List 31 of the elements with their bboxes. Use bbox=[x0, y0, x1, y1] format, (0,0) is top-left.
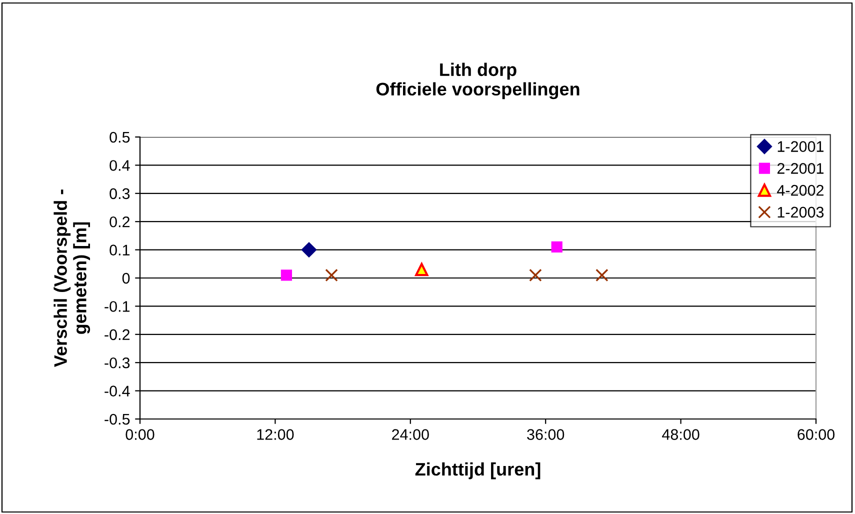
chart-title: Lith dorp Officiele voorspellingen bbox=[376, 62, 580, 100]
y-tick-label: 0.1 bbox=[110, 244, 130, 256]
x-axis-title: Zichttijd [uren] bbox=[415, 462, 540, 480]
legend-label: 1-2001 bbox=[778, 141, 824, 152]
y-tick-label: 0.4 bbox=[110, 160, 130, 171]
x-tick-label: 0:00 bbox=[126, 429, 154, 440]
y-tick-label: 0.3 bbox=[110, 188, 130, 200]
y-tick-label: -0.3 bbox=[104, 357, 130, 368]
point bbox=[301, 242, 317, 258]
x-tick-label: 60:00 bbox=[798, 429, 835, 440]
legend-label: 2-2001 bbox=[777, 163, 824, 174]
legend-label: 4-2002 bbox=[777, 184, 824, 196]
point bbox=[596, 268, 608, 282]
point bbox=[529, 268, 542, 282]
legend-label: 1-2003 bbox=[778, 206, 824, 218]
y-tick-label: -0.4 bbox=[104, 386, 130, 396]
y-tick-label: 0.2 bbox=[110, 216, 130, 228]
point bbox=[325, 268, 338, 282]
x-tick-label: 36:00 bbox=[527, 429, 564, 440]
y-axis-title: Verschil (Voorspeld - gemeten) [m] bbox=[54, 190, 90, 368]
point bbox=[415, 262, 428, 276]
y-tick-label: -0.1 bbox=[104, 301, 130, 312]
x-tick-label: 48:00 bbox=[662, 429, 700, 440]
y-tick-label: -0.2 bbox=[104, 329, 130, 340]
y-tick-label: -0.5 bbox=[104, 414, 130, 425]
x-tick-label: 12:00 bbox=[257, 429, 294, 440]
x-tick-label: 24:00 bbox=[392, 429, 429, 440]
y-tick-label: 0 bbox=[122, 272, 130, 284]
point bbox=[551, 241, 562, 253]
y-tick-label: 0.5 bbox=[110, 132, 130, 143]
point bbox=[280, 270, 292, 281]
